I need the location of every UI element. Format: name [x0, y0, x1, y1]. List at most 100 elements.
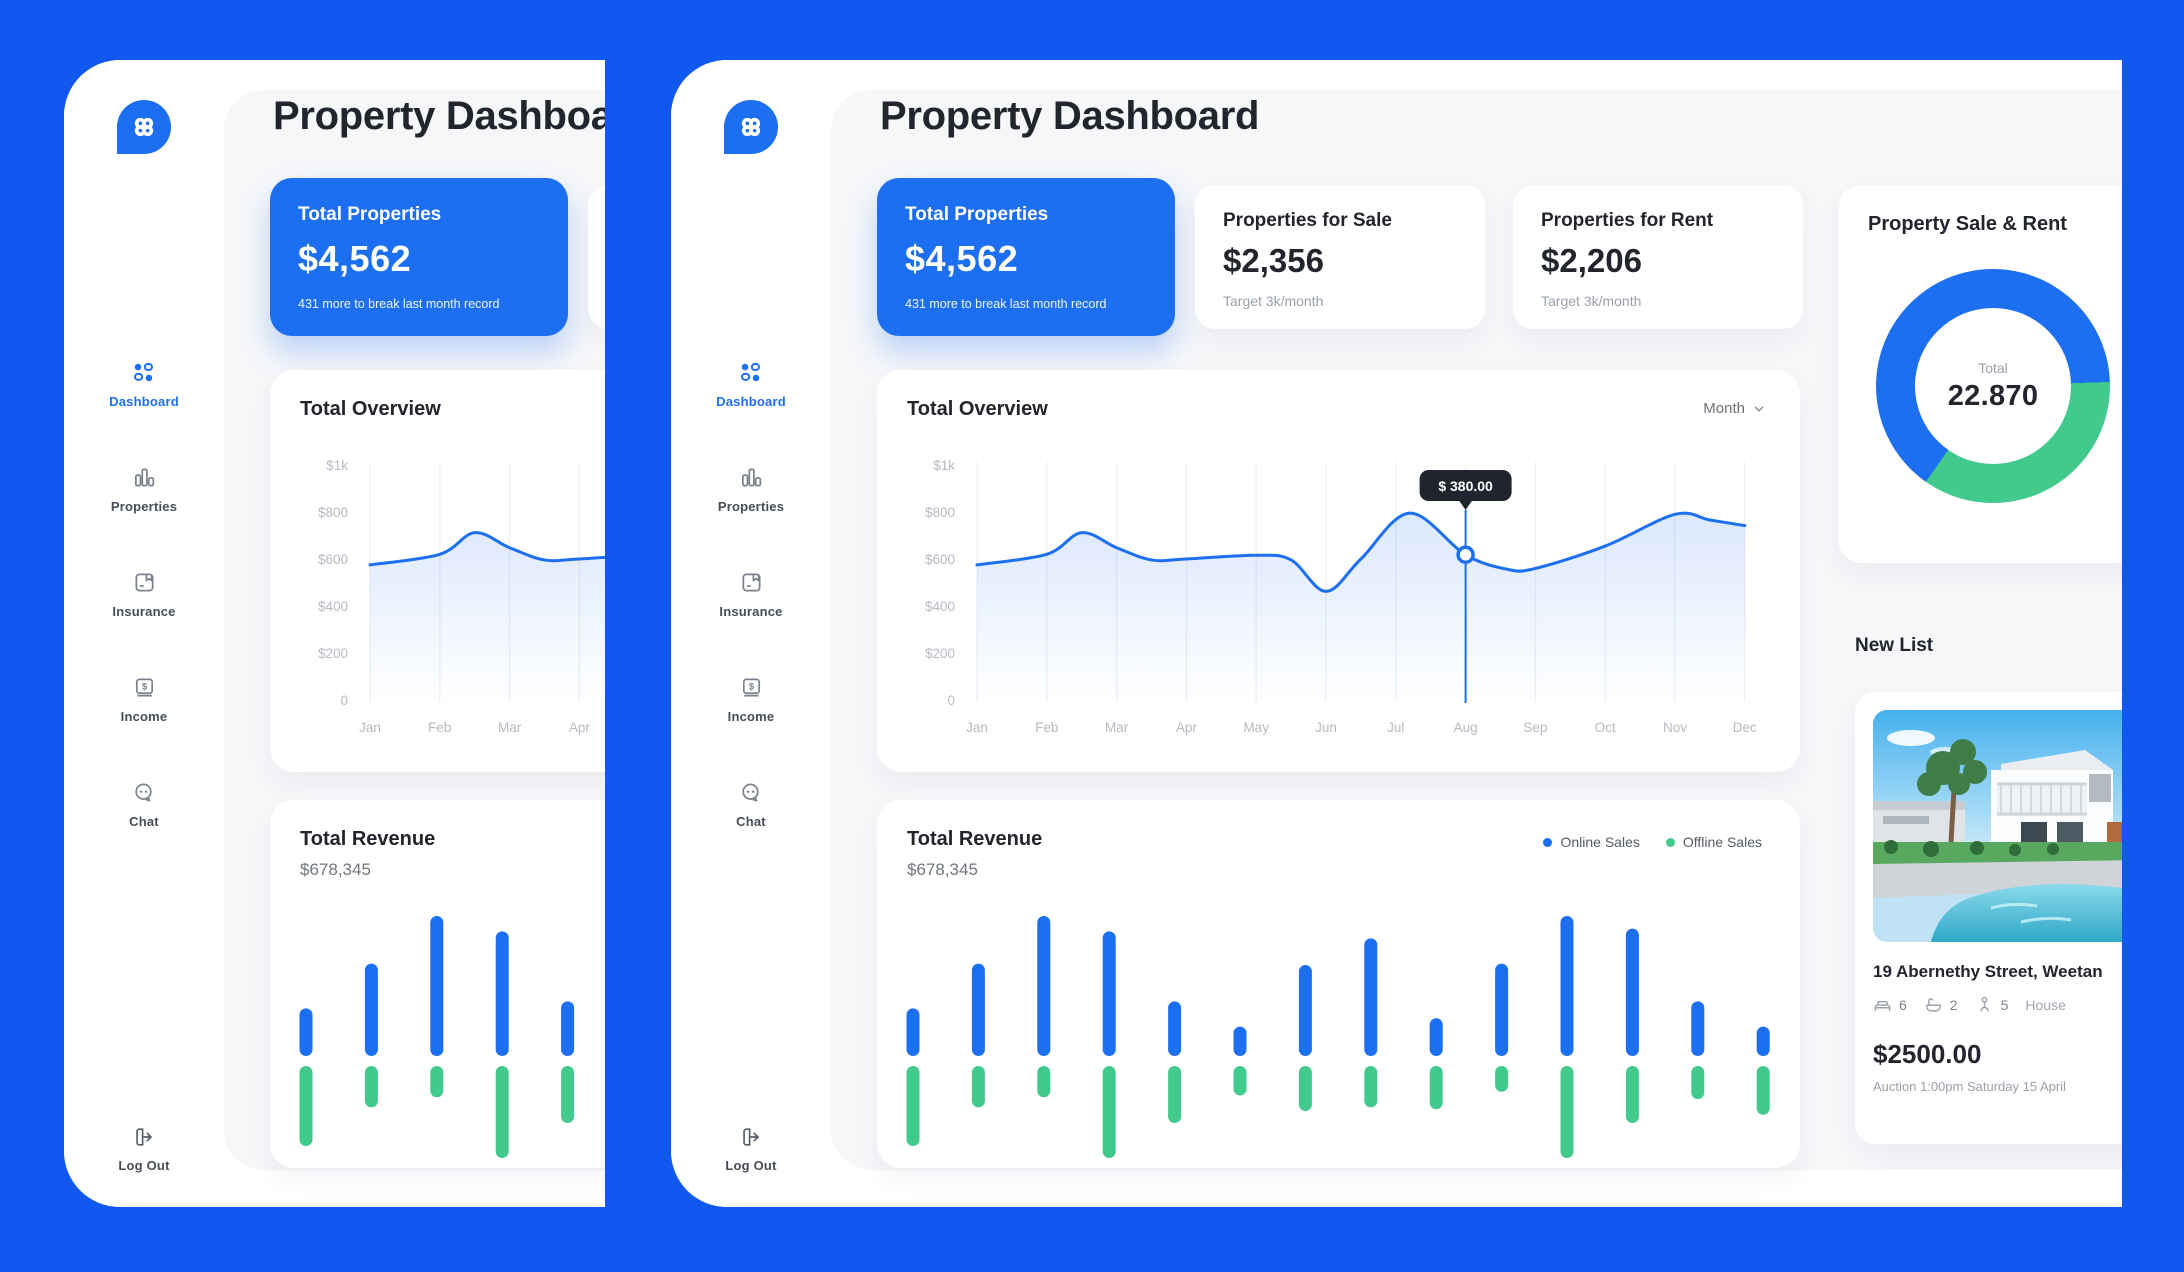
page-title: Property Dashboard	[273, 94, 605, 138]
sidebar-nav: Dashboard Properties Insurance $ Income Chat	[671, 360, 831, 885]
donut-center: Total 22.870	[1915, 308, 2071, 464]
sidebar-item-properties[interactable]: Properties	[718, 465, 784, 514]
package-icon	[132, 570, 157, 595]
sidebar-item-insurance[interactable]: Insurance	[719, 570, 782, 619]
dashboard-grid-icon	[738, 360, 763, 385]
chevron-down-icon	[1752, 402, 1766, 416]
baths-count: 2	[1949, 996, 1958, 1013]
app-window-compact: Dashboard Properties Insurance $ Income Chat …	[64, 60, 605, 1207]
total-properties-title: Total Properties	[298, 204, 442, 225]
total-overview-title: Total Overview	[907, 398, 1048, 420]
total-revenue-card: Total Revenue $678,345 Online SalesOffli…	[270, 800, 605, 1168]
total-overview-card: Total Overview Month $1k$800$600$400$200…	[877, 370, 1800, 772]
revenue-bar-chart	[270, 800, 605, 1168]
total-overview-title: Total Overview	[300, 398, 441, 420]
legend-item-online-sales: Online Sales	[1543, 834, 1640, 850]
sidebar-item-insurance[interactable]: Insurance	[112, 570, 175, 619]
svg-text:Nov: Nov	[1663, 720, 1687, 735]
dashboard-panel: Dashboard Properties Insurance $ Income Chat …	[671, 60, 2122, 1207]
svg-text:Feb: Feb	[1035, 720, 1058, 735]
new-list-heading: New List	[1855, 635, 1934, 656]
properties-for-sale-card: Properties for Sale $2,356 Target 3k/mon…	[588, 185, 605, 329]
svg-text:0: 0	[340, 693, 348, 708]
logout-icon	[132, 1125, 156, 1149]
properties-for-rent-card: Properties for Rent $2,206 Target 3k/mon…	[1513, 185, 1803, 329]
logout-icon	[739, 1125, 763, 1149]
sidebar-item-label: Income	[727, 709, 775, 724]
total-revenue-value: $678,345	[907, 860, 978, 879]
svg-text:$1k: $1k	[933, 458, 955, 473]
legend-dot	[1665, 837, 1675, 847]
bar-chart-icon	[739, 465, 764, 490]
bar-chart-icon	[132, 465, 157, 490]
legend-item-offline-sales: Offline Sales	[1665, 834, 1762, 850]
total-overview-card: Total Overview Month $1k$800$600$400$200…	[270, 370, 605, 772]
property-photo	[1873, 710, 2122, 942]
total-properties-caption: 431 more to break last month record	[298, 297, 500, 311]
dashboard-panel: Dashboard Properties Insurance $ Income Chat …	[64, 60, 605, 1207]
svg-text:$200: $200	[318, 646, 348, 661]
bath-icon	[1924, 995, 1943, 1014]
sidebar-item-chat[interactable]: Chat	[736, 780, 766, 829]
beds-count: 6	[1899, 996, 1907, 1013]
revenue-legend: Online Sales Offline Sales	[1543, 834, 1762, 850]
svg-text:$400: $400	[925, 599, 955, 614]
logout-button[interactable]: Log Out	[64, 1125, 224, 1173]
logout-label: Log Out	[725, 1158, 777, 1173]
package-icon	[739, 570, 764, 595]
svg-text:$200: $200	[925, 646, 955, 661]
svg-text:Apr: Apr	[1176, 720, 1198, 735]
logo-shape	[117, 100, 171, 154]
sale-rent-donut-chart: Total 22.870	[1876, 269, 2110, 503]
svg-text:$ 380.00: $ 380.00	[1438, 478, 1493, 494]
property-sale-rent-title: Property Sale & Rent	[1868, 213, 2067, 235]
svg-text:$1k: $1k	[326, 458, 348, 473]
chat-bubble-icon	[738, 780, 763, 805]
svg-text:$: $	[141, 682, 147, 693]
month-dropdown-label: Month	[1703, 400, 1745, 417]
dashboard-grid-icon	[131, 360, 156, 385]
content-area: Property Dashboard Total Properties $4,5…	[224, 90, 605, 1170]
sidebar-item-dashboard[interactable]: Dashboard	[716, 360, 786, 409]
sidebar: Dashboard Properties Insurance $ Income Chat …	[64, 60, 224, 1207]
sidebar-item-properties[interactable]: Properties	[111, 465, 177, 514]
logout-button[interactable]: Log Out	[671, 1125, 831, 1173]
logo-clover-icon	[735, 111, 767, 143]
sidebar-nav: Dashboard Properties Insurance $ Income Chat	[64, 360, 224, 885]
svg-text:$600: $600	[925, 552, 955, 567]
svg-text:Dec: Dec	[1733, 720, 1757, 735]
donut-total-value: 22.870	[1947, 379, 2039, 412]
sidebar-item-dashboard[interactable]: Dashboard	[109, 360, 179, 409]
svg-text:Jul: Jul	[1387, 720, 1404, 735]
svg-text:Apr: Apr	[569, 720, 591, 735]
sidebar-item-income[interactable]: $ Income	[121, 675, 168, 724]
svg-text:Mar: Mar	[1105, 720, 1129, 735]
total-revenue-title: Total Revenue	[300, 828, 436, 850]
logo-shape	[724, 100, 778, 154]
income-ledger-icon: $	[739, 675, 764, 700]
sidebar-item-label: Insurance	[112, 604, 176, 619]
property-listing-card[interactable]: 19 Abernethy Street, Weetan 6 2 5 House …	[1855, 692, 2122, 1144]
bed-icon	[1873, 995, 1892, 1014]
properties-for-sale-title: Properties for Sale	[1223, 210, 1392, 231]
svg-text:$600: $600	[318, 552, 348, 567]
sidebar-item-income[interactable]: $ Income	[728, 675, 775, 724]
properties-for-sale-card: Properties for Sale $2,356 Target 3k/mon…	[1195, 185, 1485, 329]
month-dropdown[interactable]: Month	[1703, 400, 1766, 417]
legend-label: Online Sales	[1560, 834, 1640, 850]
revenue-bar-chart	[877, 800, 1800, 1168]
sidebar: Dashboard Properties Insurance $ Income Chat …	[671, 60, 831, 1207]
svg-text:$: $	[748, 682, 754, 693]
sidebar-item-chat[interactable]: Chat	[129, 780, 159, 829]
sidebar-item-label: Properties	[717, 499, 785, 514]
svg-text:Jun: Jun	[1315, 720, 1337, 735]
sidebar-item-label: Chat	[129, 814, 159, 829]
svg-text:$400: $400	[318, 599, 348, 614]
legend-label: Offline Sales	[1682, 834, 1762, 850]
svg-text:Oct: Oct	[1595, 720, 1616, 735]
sidebar-item-label: Insurance	[719, 604, 783, 619]
logo-clover-icon	[128, 111, 160, 143]
sidebar-item-label: Dashboard	[716, 394, 786, 409]
